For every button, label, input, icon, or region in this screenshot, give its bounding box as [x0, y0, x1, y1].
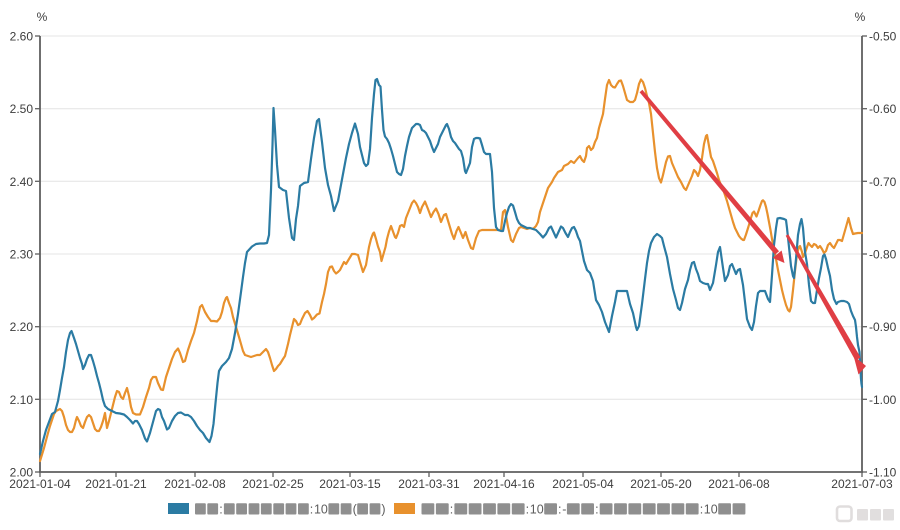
svg-text:2.60: 2.60 — [10, 30, 34, 44]
svg-text:2.00: 2.00 — [10, 466, 34, 480]
svg-text:2.40: 2.40 — [10, 175, 34, 189]
svg-text:-0.60: -0.60 — [869, 102, 897, 116]
svg-text:2021-05-20: 2021-05-20 — [630, 477, 692, 491]
svg-text::: : — [310, 503, 313, 517]
svg-text:2021-04-16: 2021-04-16 — [473, 477, 535, 491]
svg-text:2021-07-03: 2021-07-03 — [831, 477, 893, 491]
svg-text:2021-01-04: 2021-01-04 — [9, 477, 71, 491]
svg-text:1: 1 — [704, 503, 711, 517]
svg-text:-0.80: -0.80 — [869, 248, 897, 262]
svg-text::: : — [595, 503, 598, 517]
svg-text:2021-02-08: 2021-02-08 — [164, 477, 226, 491]
svg-text:2021-03-15: 2021-03-15 — [319, 477, 381, 491]
svg-text:-0.90: -0.90 — [869, 320, 897, 334]
svg-text:2.30: 2.30 — [10, 248, 34, 262]
svg-text::: : — [219, 503, 222, 517]
svg-text:%: % — [37, 10, 48, 24]
svg-text:-0.70: -0.70 — [869, 175, 897, 189]
svg-text:(: ( — [353, 503, 358, 517]
svg-text:0: 0 — [711, 503, 718, 517]
svg-text:1: 1 — [314, 503, 321, 517]
svg-text::: : — [526, 503, 529, 517]
svg-text::: : — [700, 503, 703, 517]
svg-text:2021-02-25: 2021-02-25 — [242, 477, 304, 491]
svg-text:-0.50: -0.50 — [869, 30, 897, 44]
svg-text:-1.00: -1.00 — [869, 393, 897, 407]
svg-text:1: 1 — [530, 503, 537, 517]
svg-text:2021-03-31: 2021-03-31 — [398, 477, 460, 491]
svg-text:2.10: 2.10 — [10, 393, 34, 407]
svg-text:2021-05-04: 2021-05-04 — [552, 477, 614, 491]
svg-text:2021-01-21: 2021-01-21 — [85, 477, 147, 491]
svg-text::: : — [558, 503, 561, 517]
svg-text::: : — [450, 503, 453, 517]
svg-text:): ) — [381, 503, 385, 517]
svg-text:2.20: 2.20 — [10, 320, 34, 334]
svg-text:%: % — [855, 10, 866, 24]
svg-text:0: 0 — [537, 503, 544, 517]
svg-text:-1.10: -1.10 — [869, 466, 897, 480]
svg-text:2.50: 2.50 — [10, 102, 34, 116]
svg-text:-: - — [562, 503, 566, 517]
svg-text:0: 0 — [321, 503, 328, 517]
svg-text:2021-06-08: 2021-06-08 — [708, 477, 770, 491]
